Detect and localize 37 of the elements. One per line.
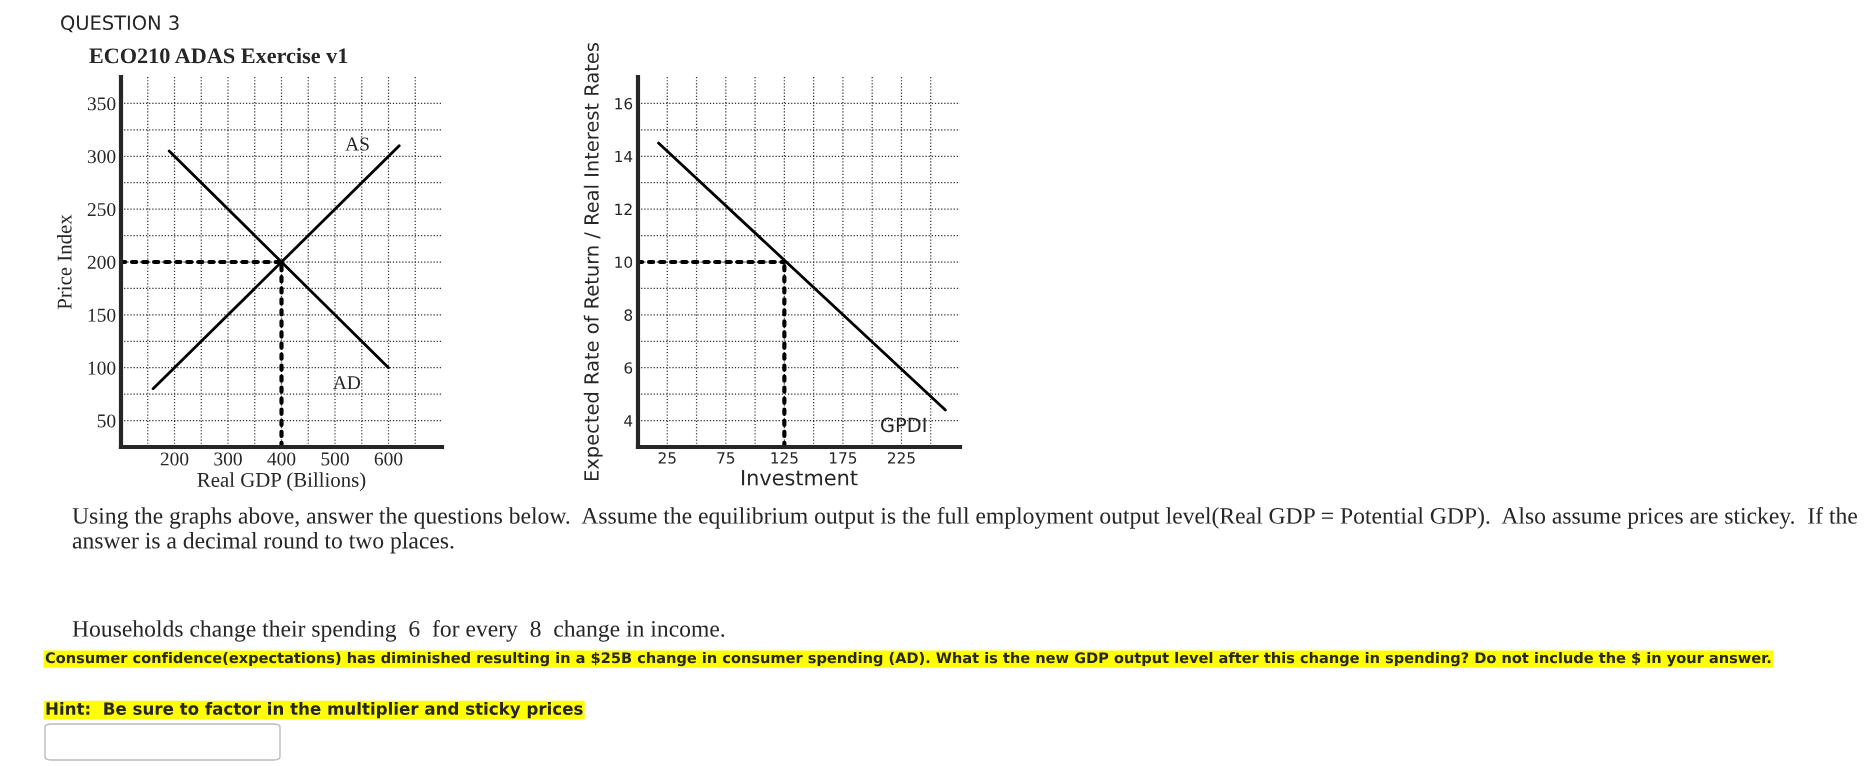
y-tick-label: 8 [624,309,633,321]
text: Hint: Be sure to factor in the multiplier and sticky prices [46,702,583,719]
x-axis-title: Real GDP (Billions) [197,472,366,492]
x-tick-label: 300 [214,452,242,466]
y-tick-label: 250 [87,202,116,217]
x-axis-title: Investment [742,470,858,486]
y-tick-label: 350 [87,97,116,111]
y-tick-label: 100 [88,361,116,375]
y-tick-label: 300 [87,150,116,164]
y-tick-label: 6 [624,362,633,374]
y-tick-label: 150 [88,308,116,322]
y-tick-label: 50 [97,414,116,428]
y-tick-label: 10 [615,256,633,269]
x-tick-label: 125 [771,452,798,464]
y-tick-label: 200 [87,255,116,269]
y-tick-label: 14 [615,150,633,163]
y-axis-title: Expected Rate of Return / Real Interest Rates [583,42,603,481]
x-tick-label: 200 [160,452,189,466]
text: Using the graphs above, answer the questions below. Assume the equilibrium output is the full employment output level(Real GDP = Potential GDP). Also assume prices are stickey. If the answer is a decimal round to two places. [72,507,1857,554]
x-tick-label: 25 [658,452,676,464]
x-tick-label: 500 [321,452,349,466]
y-tick-label: 12 [615,203,632,215]
x-tick-label: 175 [830,452,857,464]
series-label: GPDI [881,417,926,433]
series-label: AD [332,376,361,390]
chart-title: ECO210 ADAS Exercise v1 [89,47,348,64]
x-tick-label: 400 [267,452,296,466]
text: QUESTION 3 [61,15,179,33]
x-tick-label: 225 [887,452,915,464]
text: Households change their spending 6 for every 8 change in income. [72,620,725,642]
y-tick-label: 16 [615,97,633,110]
x-tick-label: 75 [717,452,735,464]
y-tick-label: 4 [624,415,633,427]
text: Consumer confidence(expectations) has diminished resulting in a $25B change in consumer spending (AD). What is the new GDP output level after this change in spending? Do not include the $ in your answer. [45,652,1771,667]
y-axis-title: Price Index [56,214,72,310]
series-label: AS [345,137,369,151]
x-tick-label: 600 [374,452,403,466]
